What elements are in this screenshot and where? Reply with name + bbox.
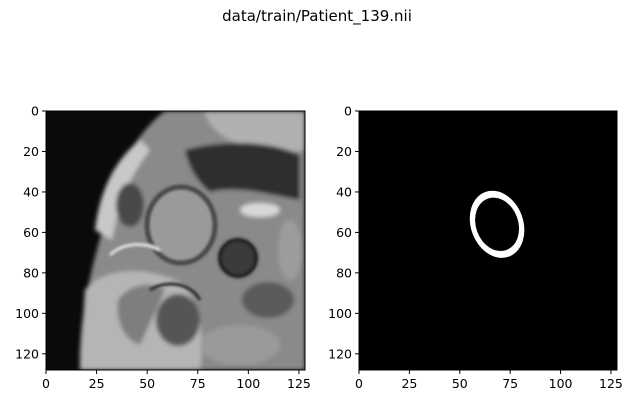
- y-tick-label: 0: [344, 104, 352, 119]
- y-tick-label: 20: [23, 144, 39, 159]
- y-tick-label: 20: [336, 144, 352, 159]
- y-tick-label: 120: [328, 346, 352, 361]
- y-tick-label: 0: [31, 104, 39, 119]
- y-tick-label: 60: [336, 225, 352, 240]
- x-tick-label: 75: [502, 376, 518, 391]
- y-tick-label: 100: [328, 306, 352, 321]
- x-tick-label: 100: [236, 376, 260, 391]
- x-tick-label: 125: [599, 376, 623, 391]
- y-tick-label: 100: [15, 306, 39, 321]
- mri-image: [46, 111, 305, 370]
- y-tick-label: 40: [336, 184, 352, 199]
- x-tick-label: 25: [401, 376, 417, 391]
- segmentation-mask: [359, 111, 617, 370]
- x-tick-label: 25: [89, 376, 105, 391]
- y-tick-label: 60: [23, 225, 39, 240]
- x-tick-label: 50: [139, 376, 155, 391]
- x-tick-label: 100: [549, 376, 573, 391]
- x-tick-label: 75: [190, 376, 206, 391]
- y-tick-label: 120: [15, 346, 39, 361]
- x-tick-label: 0: [42, 376, 50, 391]
- y-tick-label: 40: [23, 184, 39, 199]
- x-tick-label: 125: [287, 376, 311, 391]
- y-tick-label: 80: [23, 265, 39, 280]
- y-tick-label: 80: [336, 265, 352, 280]
- x-tick-label: 0: [355, 376, 363, 391]
- x-tick-label: 50: [452, 376, 468, 391]
